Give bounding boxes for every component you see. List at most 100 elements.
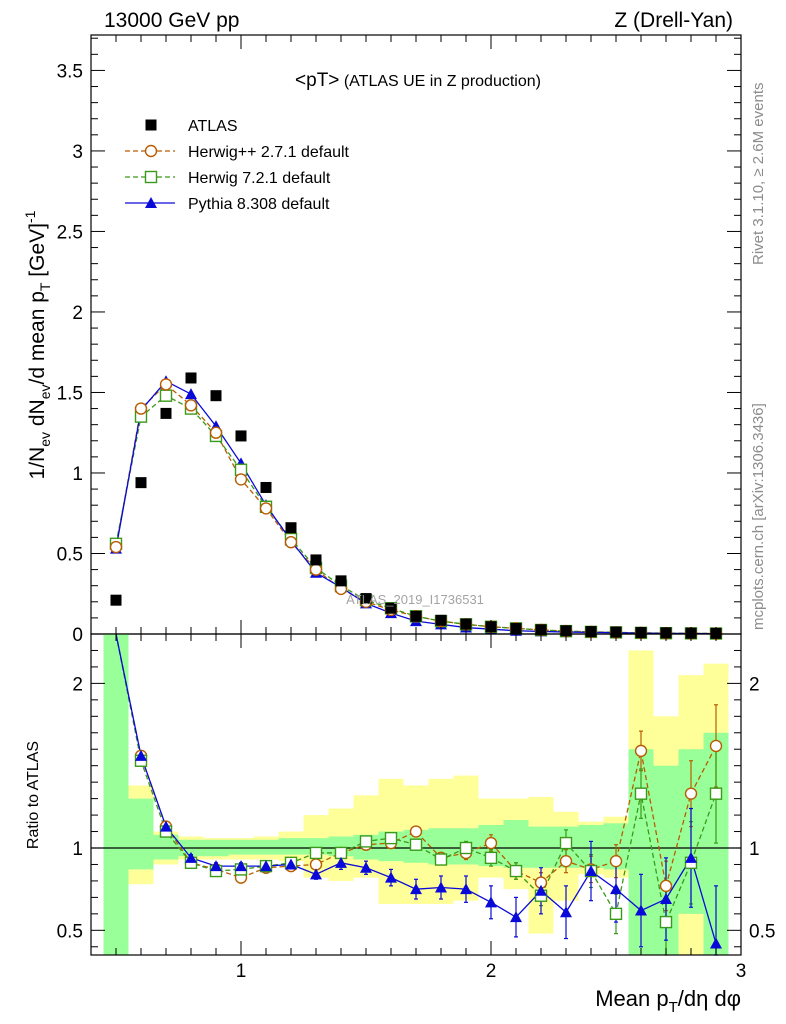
ratio-point-herwig-2-7-1-default xyxy=(634,744,648,758)
main-title-main: <pT> xyxy=(295,70,339,91)
ratio-point-herwig-7-2-1-default xyxy=(634,787,648,800)
legend-marker-atlas xyxy=(145,119,157,131)
ratio-point-pythia-8-308-default xyxy=(685,851,697,863)
ratio-point-pythia-8-308-default xyxy=(710,937,722,949)
legend-marker-pythia-8-308-default xyxy=(145,197,157,208)
main-point-atlas xyxy=(260,481,272,493)
ratio-y-tick-label: 2 xyxy=(72,674,83,695)
main-point-herwig-2-7-1-default xyxy=(209,426,223,439)
legend-marker-herwig-2-7-1-default xyxy=(144,144,158,158)
ratio-x-tick-label: 3 xyxy=(736,961,747,982)
main-point-atlas xyxy=(160,407,172,419)
legend-label-herwig-2-7-1-default: Herwig++ 2.7.1 default xyxy=(188,144,350,161)
ratio-point-pythia-8-308-default xyxy=(160,820,172,832)
main-point-atlas xyxy=(385,602,397,614)
ratio-frame xyxy=(90,633,742,956)
main-title-sub: (ATLAS UE in Z production) xyxy=(339,73,541,90)
ratio-point-herwig-7-2-1-default xyxy=(484,851,498,865)
main-point-herwig-2-7-1-default xyxy=(309,563,323,576)
ratio-y-tick-label-right: 2 xyxy=(749,674,760,695)
main-point-herwig-2-7-1-default xyxy=(259,502,273,515)
ratio-point-herwig-7-2-1-default xyxy=(359,835,373,848)
main-y-tick-label: 2 xyxy=(72,303,83,324)
ratio-point-herwig-2-7-1-default xyxy=(409,825,423,838)
main-point-atlas xyxy=(410,610,422,622)
ratio-band-inner xyxy=(528,826,554,868)
ratio-point-herwig-7-2-1-default xyxy=(709,787,723,800)
ratio-point-pythia-8-308-default xyxy=(385,871,397,883)
header-right: Z (Drell-Yan) xyxy=(614,9,733,32)
legend-label-atlas: ATLAS xyxy=(188,118,238,135)
ratio-x-tick-label: 1 xyxy=(236,961,247,982)
ratio-data-marks xyxy=(115,633,723,956)
ratio-point-herwig-7-2-1-default xyxy=(509,864,523,878)
main-point-atlas xyxy=(310,554,322,566)
ratio-x-tick-label: 2 xyxy=(486,961,497,982)
ratio-point-pythia-8-308-default xyxy=(435,881,447,893)
ratio-y-tick-label-right: 0.5 xyxy=(749,921,775,942)
main-y-tick-label: 0.5 xyxy=(57,544,83,565)
header-left: 13000 GeV pp xyxy=(104,9,239,32)
main-point-herwig-7-2-1-default xyxy=(159,389,173,402)
main-point-herwig-2-7-1-default xyxy=(184,399,198,412)
main-y-axis-label: 1/Nev dNev/d mean pT [GeV]-1 xyxy=(22,210,53,479)
watermark: ATLAS_2019_I1736531 xyxy=(346,592,484,607)
ratio-point-herwig-2-7-1-default xyxy=(709,739,723,753)
ratio-panel: 0.5 0.5 1 1 2 2 1 2 3 Ratio to ATLAS Mean pT/dη… xyxy=(25,633,775,1016)
ratio-point-herwig-2-7-1-default xyxy=(309,858,323,871)
ratio-y-ticks: 0.5 0.5 1 1 2 2 xyxy=(57,649,775,948)
ratio-point-herwig-7-2-1-default xyxy=(384,831,398,845)
ratio-point-pythia-8-308-default xyxy=(185,851,197,863)
main-x-ticks xyxy=(115,35,717,634)
ratio-point-herwig-7-2-1-default xyxy=(409,838,423,851)
main-point-atlas xyxy=(285,522,297,534)
ratio-point-pythia-8-308-default xyxy=(460,883,472,895)
ratio-band-inner xyxy=(103,634,129,955)
legend-marker-herwig-7-2-1-default xyxy=(144,170,158,184)
side-label-top: Rivet 3.1.10, ≥ 2.6M events xyxy=(750,83,767,266)
ratio-point-herwig-2-7-1-default xyxy=(684,787,698,800)
ratio-point-herwig-7-2-1-default xyxy=(459,841,473,855)
main-point-atlas xyxy=(235,430,247,442)
ratio-point-pythia-8-308-default xyxy=(135,749,147,761)
ratio-point-pythia-8-308-default xyxy=(335,856,347,868)
main-point-atlas xyxy=(185,372,197,384)
main-point-herwig-2-7-1-default xyxy=(134,402,148,415)
ratio-point-herwig-7-2-1-default xyxy=(309,846,323,860)
ratio-point-herwig-2-7-1-default xyxy=(559,854,573,868)
ratio-point-pythia-8-308-default xyxy=(610,883,622,895)
ratio-band-inner xyxy=(328,836,354,857)
ratio-band-inner xyxy=(253,839,279,855)
main-y-ticks: 0 0.5 1 1.5 2 2.5 3 3.5 xyxy=(57,37,741,646)
ratio-point-herwig-7-2-1-default xyxy=(659,915,673,929)
main-point-atlas xyxy=(435,614,447,626)
main-y-tick-label: 0 xyxy=(72,625,83,646)
main-y-tick-label: 3 xyxy=(72,142,83,163)
ratio-point-pythia-8-308-default xyxy=(210,860,222,872)
legend-label-herwig-7-2-1-default: Herwig 7.2.1 default xyxy=(188,170,331,187)
ratio-band-inner xyxy=(228,839,254,855)
ratio-point-herwig-7-2-1-default xyxy=(434,853,448,866)
ratio-point-pythia-8-308-default xyxy=(410,883,422,895)
legend-label-pythia-8-308-default: Pythia 8.308 default xyxy=(188,196,330,213)
main-y-tick-label: 2.5 xyxy=(57,222,83,243)
ratio-y-tick-label: 0.5 xyxy=(57,921,83,942)
main-panel: ATLAS_2019_I1736531 <pT> (ATLAS UE in Z … xyxy=(22,34,742,646)
ratio-y-tick-label: 1 xyxy=(72,839,83,860)
side-label-bottom: mcplots.cern.ch [arXiv:1306.3436] xyxy=(750,403,767,630)
ratio-point-pythia-8-308-default xyxy=(535,884,547,896)
ratio-point-pythia-8-308-default xyxy=(485,896,497,908)
main-point-atlas xyxy=(210,390,222,402)
ratio-y-tick-label-right: 1 xyxy=(749,839,760,860)
ratio-point-pythia-8-308-default xyxy=(660,893,672,905)
ratio-point-herwig-2-7-1-default xyxy=(484,836,498,850)
legend: ATLAS Herwig++ 2.7.1 default Herwig 7.2.1 … xyxy=(125,118,350,213)
main-point-pythia-8-308-default xyxy=(185,388,197,400)
ratio-band-inner xyxy=(128,798,154,870)
main-y-tick-label: 1 xyxy=(72,464,83,485)
ratio-y-axis-label: Ratio to ATLAS xyxy=(25,741,42,849)
main-point-herwig-2-7-1-default xyxy=(284,536,298,549)
ratio-point-herwig-2-7-1-default xyxy=(659,879,673,893)
ratio-point-pythia-8-308-default xyxy=(510,911,522,923)
